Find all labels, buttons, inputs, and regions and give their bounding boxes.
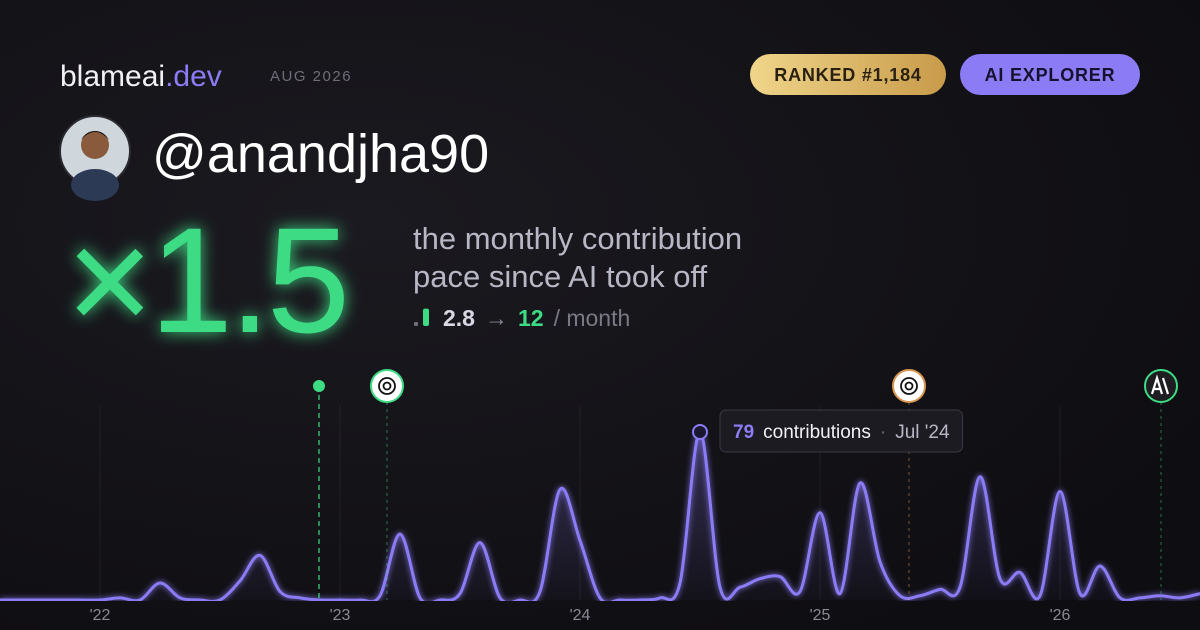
pace-before: 2.8: [443, 305, 475, 331]
pace-unit: / month: [554, 305, 631, 331]
brand: blameai: [60, 60, 165, 93]
pace-arrow: →: [485, 305, 508, 331]
tooltip-unit: contributions: [763, 422, 871, 443]
tooltip-value: 79: [733, 422, 754, 443]
tooltip-box: [719, 409, 964, 453]
tier-text: AI EXPLORER: [985, 65, 1116, 85]
pace-bar-before: [414, 321, 418, 326]
line: [0, 430, 1200, 601]
headline-line: pace since AI took off: [413, 259, 708, 294]
avatar: [59, 115, 131, 201]
brand-suffix: .dev: [165, 60, 222, 93]
rank-text: RANKED #1,184: [774, 65, 921, 85]
x-tick-label: '25: [810, 607, 831, 624]
x-tick-label: '22: [90, 607, 111, 624]
pace: 2.8 → 12 / month: [414, 305, 630, 331]
x-tick-label: '23: [330, 607, 351, 624]
pace-bar-after: [423, 308, 429, 326]
tier-badge: [960, 54, 1140, 95]
username: @anandjha90: [152, 124, 489, 184]
headline-line: the monthly contribution: [413, 221, 742, 256]
pace-after: 12: [518, 305, 544, 331]
tooltip-date: Jul '24: [895, 422, 950, 443]
multiplier: ×1.5: [66, 196, 346, 364]
x-tick-label: '26: [1050, 607, 1071, 624]
peak-marker: [692, 424, 708, 440]
chart: '22 '23 '24 '25 '26: [0, 405, 1200, 624]
tooltip-separator: ·: [880, 422, 886, 443]
rank-badge: [750, 54, 946, 95]
date: AUG 2026: [270, 68, 352, 85]
tooltip: 79 contributions · Jul '24: [692, 409, 964, 453]
x-tick-label: '24: [570, 607, 591, 624]
event-markers: [313, 369, 1178, 600]
